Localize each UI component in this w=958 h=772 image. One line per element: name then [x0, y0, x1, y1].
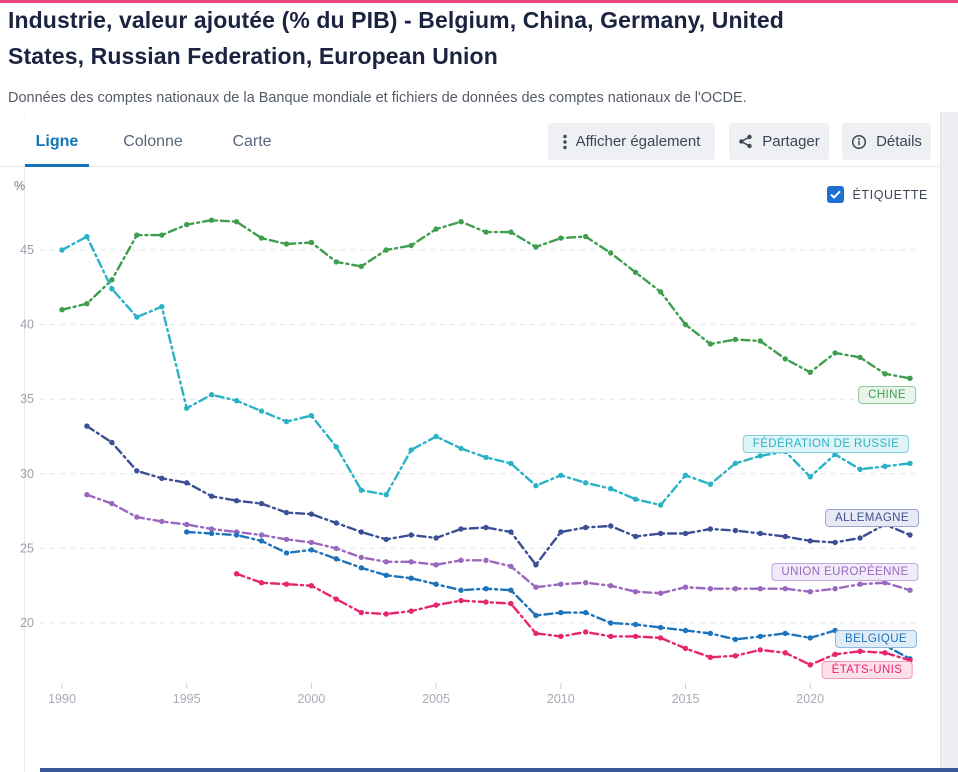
series-line-federation-de-russie	[60, 234, 912, 507]
x-tick-label-1995: 1995	[173, 692, 201, 706]
label-checkbox[interactable]	[827, 186, 845, 203]
y-axis-unit: %	[14, 179, 26, 193]
page-title-line2: States, Russian Federation, European Uni…	[8, 43, 498, 69]
series-label-union-europeenne[interactable]: UNION EUROPÉENNE	[771, 563, 919, 581]
series-line-allemagne	[85, 424, 912, 567]
series-line-belgique	[185, 530, 912, 660]
page-title-line1: Industrie, valeur ajoutée (% du PIB) - B…	[8, 7, 784, 33]
page-subtitle: Données des comptes nationaux de la Banq…	[8, 90, 747, 106]
x-tick-label-1990: 1990	[48, 692, 76, 706]
show-also-label: Afficher également	[575, 133, 701, 150]
x-tick-label-2005: 2005	[422, 692, 450, 706]
series-label-etats-unis[interactable]: ÉTATS-UNIS	[821, 661, 913, 679]
series-points-federation-de-russie	[59, 233, 913, 508]
tab-ligne[interactable]: Ligne	[25, 118, 89, 167]
y-tick-label-45: 45	[20, 243, 34, 257]
top-accent-bar	[0, 0, 958, 3]
x-tick-label-2010: 2010	[547, 692, 575, 706]
y-tick-label-40: 40	[20, 318, 34, 332]
series-points-chine	[59, 217, 913, 381]
share-button[interactable]: Partager	[729, 123, 829, 160]
tab-colonne[interactable]: Colonne	[123, 133, 183, 150]
share-label: Partager	[762, 133, 820, 150]
page-title: Industrie, valeur ajoutée (% du PIB) - B…	[8, 2, 943, 74]
series-label-belgique[interactable]: BELGIQUE	[835, 630, 917, 648]
share-icon	[738, 134, 753, 149]
chart-plot-area[interactable]: 45 40 35 30 25 20 1990 1995 2000 2005 2010 2015 2020	[0, 175, 958, 720]
label-checkbox-text: ÉTIQUETTE	[852, 187, 928, 202]
series-line-union-europeenne	[85, 493, 912, 595]
info-icon	[851, 134, 867, 150]
bottom-accent-bar	[40, 768, 958, 772]
y-tick-label-35: 35	[20, 392, 34, 406]
label-toggle[interactable]: ÉTIQUETTE	[827, 186, 928, 203]
chart-svg: 45 40 35 30 25 20 1990 1995 2000 2005 2010 2015 2020	[20, 217, 921, 706]
series-label-chine[interactable]: CHINE	[858, 386, 916, 404]
x-tick-label-2015: 2015	[672, 692, 700, 706]
series-line-chine	[60, 218, 912, 380]
x-tick-label-2000: 2000	[297, 692, 325, 706]
details-button[interactable]: Détails	[842, 123, 931, 160]
series-label-federation-de-russie[interactable]: FÉDÉRATION DE RUSSIE	[742, 435, 910, 453]
x-tick-label-2020: 2020	[796, 692, 824, 706]
series-points-union-europeenne	[84, 492, 913, 596]
tab-carte[interactable]: Carte	[232, 133, 272, 150]
kebab-menu-icon	[562, 134, 567, 150]
y-tick-label-20: 20	[20, 616, 34, 630]
details-label: Détails	[876, 133, 922, 150]
series-points-etats-unis	[233, 571, 913, 668]
card-left-border	[24, 116, 25, 772]
checkmark-icon	[830, 190, 842, 199]
y-tick-label-25: 25	[20, 541, 34, 555]
series-line-etats-unis	[235, 572, 912, 667]
page-background-strip	[940, 112, 958, 772]
series-label-allemagne[interactable]: ALLEMAGNE	[825, 509, 919, 527]
y-tick-label-30: 30	[20, 467, 34, 481]
show-also-button[interactable]: Afficher également	[548, 123, 715, 160]
